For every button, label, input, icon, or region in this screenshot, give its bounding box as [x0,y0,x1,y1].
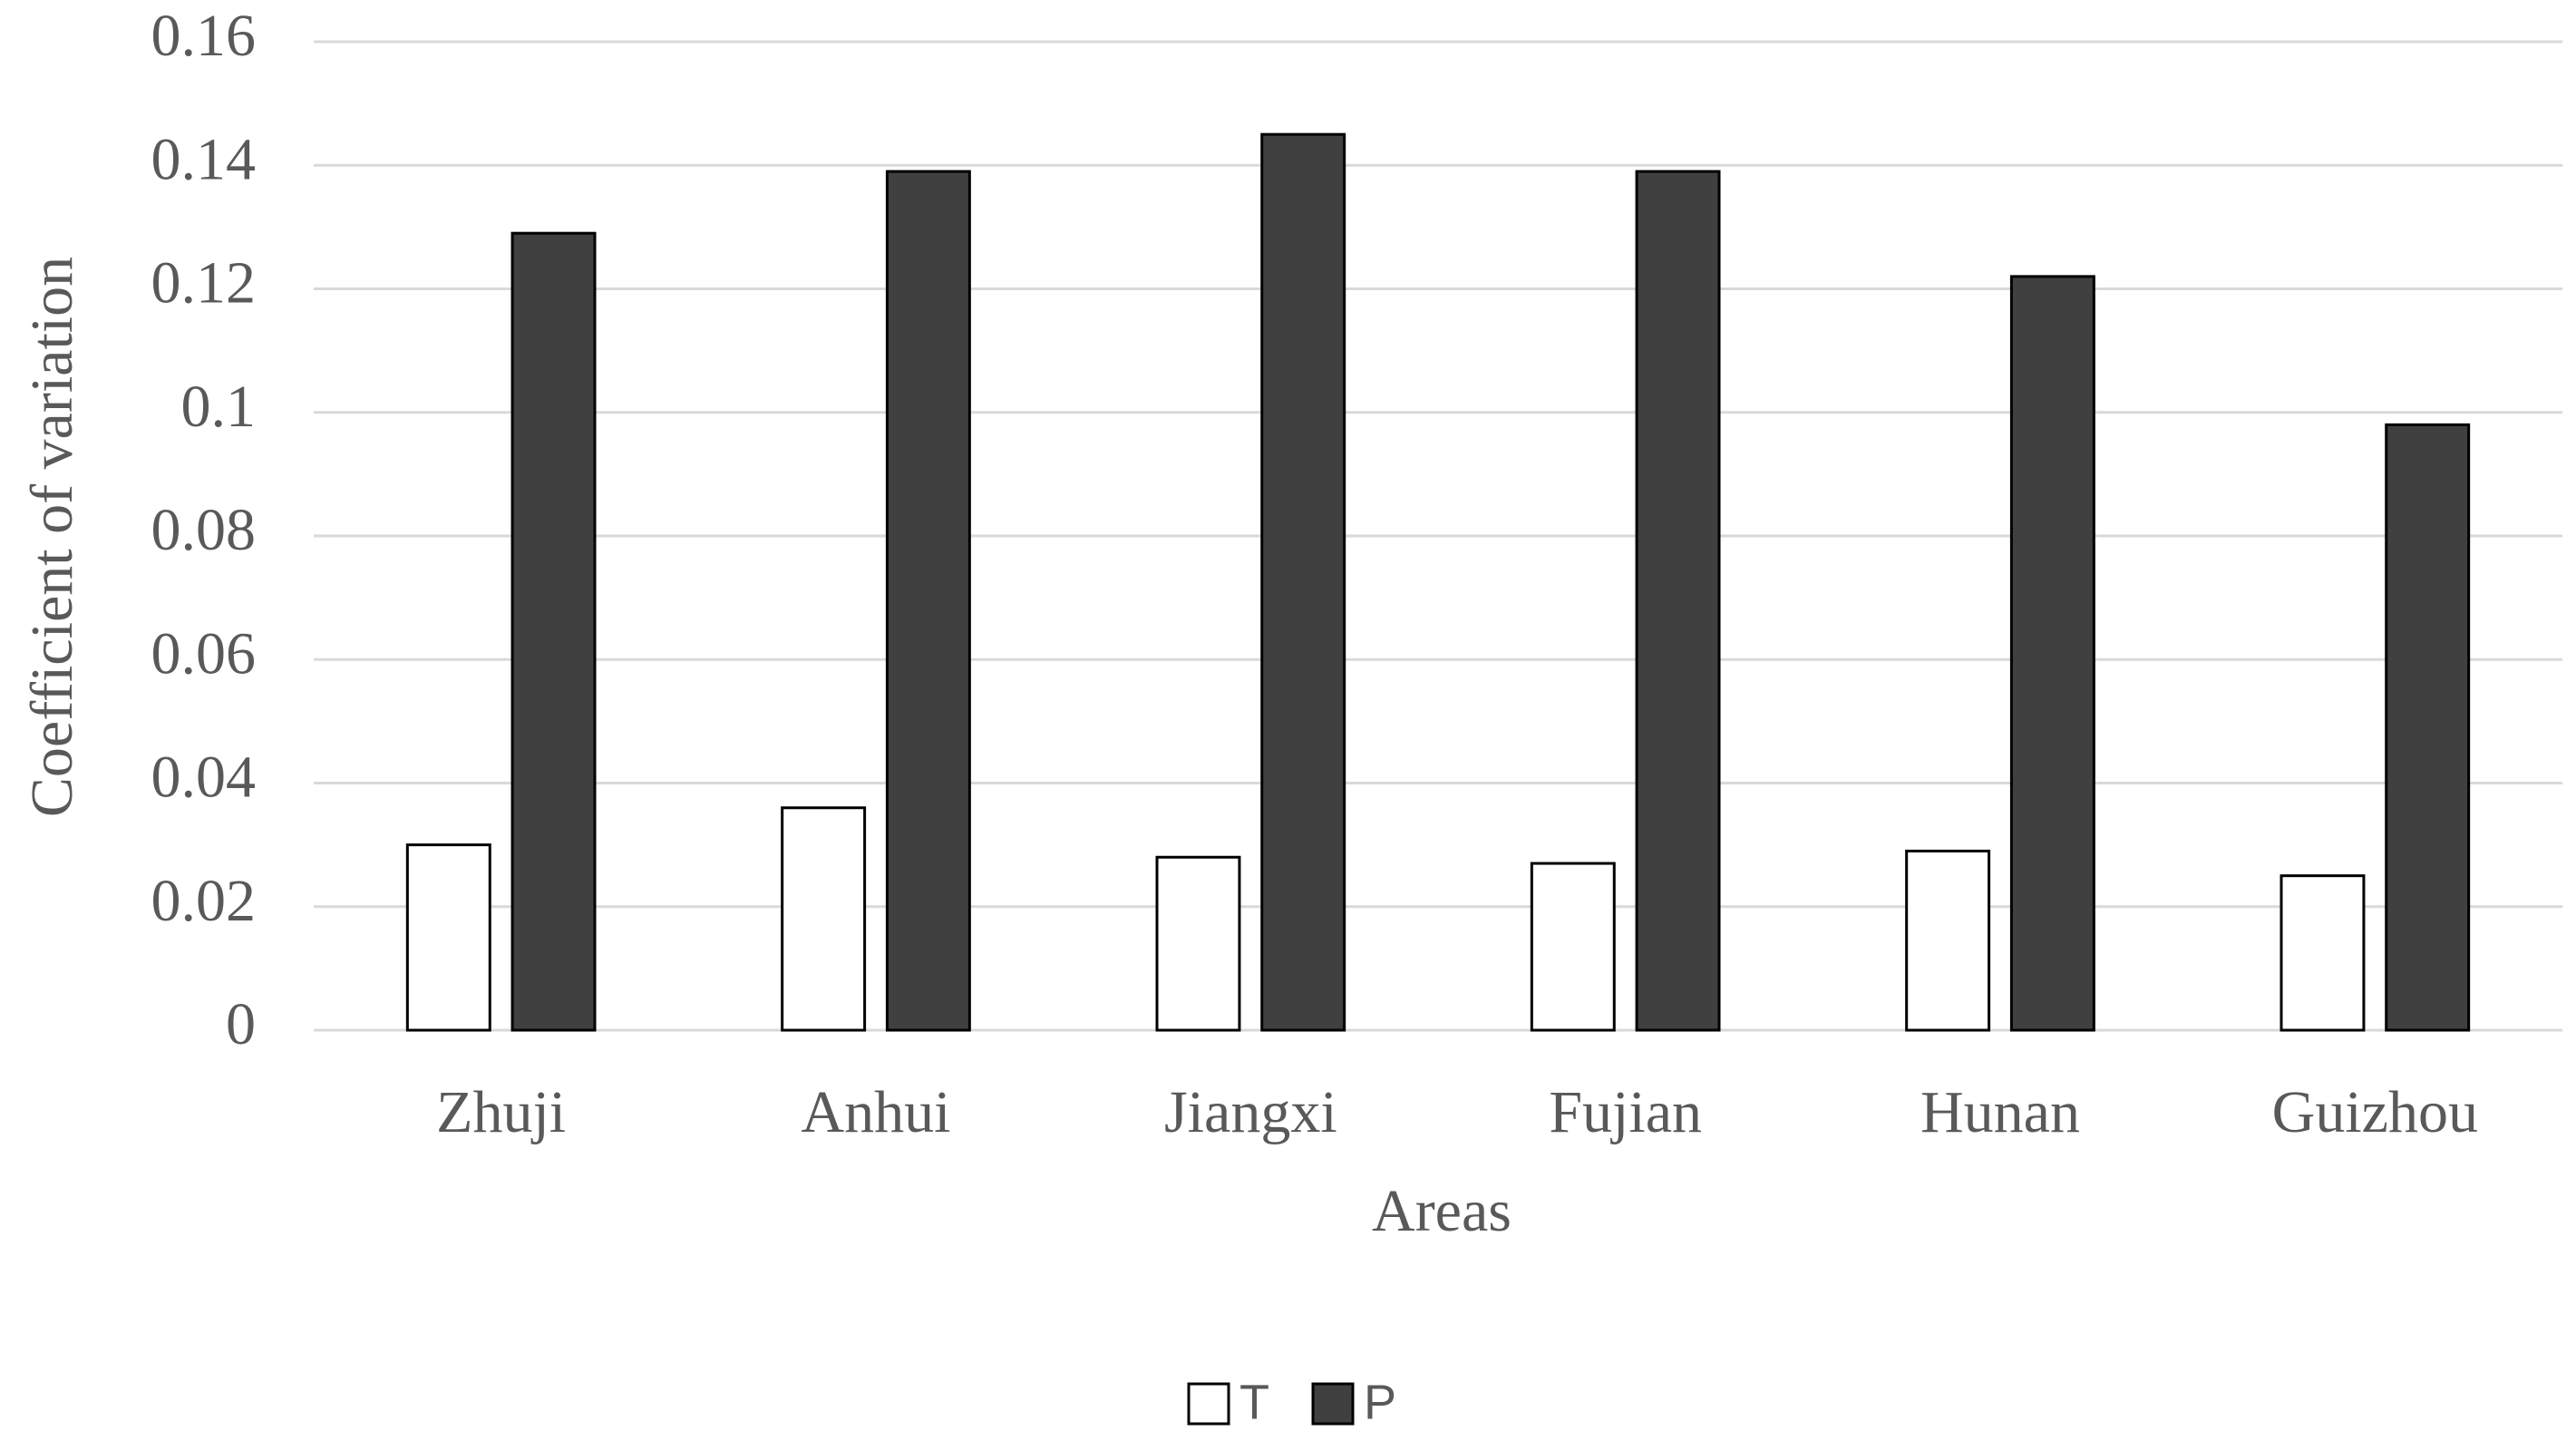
x-tick-label: Anhui [802,1079,951,1145]
bar [2385,423,2471,1032]
x-tick-label: Guizhou [2272,1079,2478,1145]
bar [405,843,491,1032]
bar [885,170,971,1032]
legend-label: P [1364,1375,1396,1429]
bar [1155,855,1241,1032]
x-tick-label: Hunan [1920,1079,2080,1145]
bar [781,806,867,1032]
bar [1905,849,1991,1032]
y-axis-title: Coefficient of variation [19,257,85,817]
bar [2009,275,2095,1032]
x-tick-label: Zhuji [436,1079,566,1145]
legend-swatch [1311,1382,1355,1426]
y-tick-label: 0.04 [151,745,257,811]
bar [1635,170,1721,1032]
y-tick-label: 0.1 [181,374,257,440]
bar [2280,874,2366,1032]
y-tick-label: 0.08 [151,497,257,563]
legend-swatch [1187,1382,1230,1426]
x-tick-label: Fujian [1549,1079,1702,1145]
bar [1530,862,1616,1032]
bar [1260,132,1346,1032]
y-tick-label: 0.14 [151,126,257,192]
x-tick-label: Jiangxi [1164,1079,1337,1145]
y-tick-label: 0.12 [151,250,257,316]
y-tick-label: 0 [226,991,256,1057]
y-tick-label: 0.16 [151,3,257,69]
legend-label: T [1239,1375,1269,1429]
y-tick-label: 0.02 [151,868,257,934]
y-tick-label: 0.06 [151,620,257,686]
bar [510,231,597,1032]
x-axis-title: Areas [1372,1178,1512,1244]
